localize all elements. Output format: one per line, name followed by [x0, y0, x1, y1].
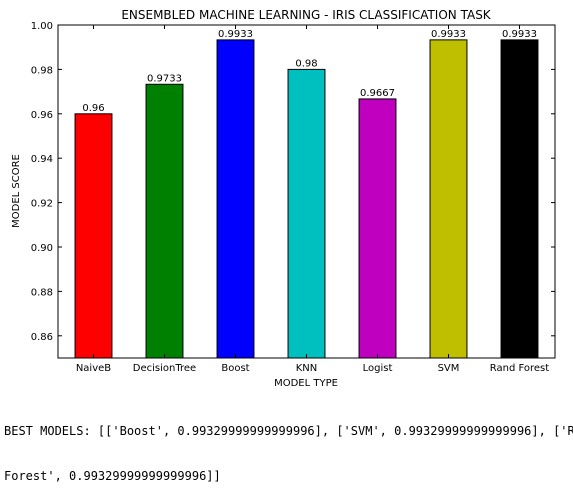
- bar-value-label: 0.98: [295, 58, 317, 69]
- bar: [500, 39, 539, 359]
- x-tick-label: KNN: [296, 363, 318, 374]
- bar-value-label: 0.9933: [218, 29, 253, 40]
- x-tick-label: Rand Forest: [490, 363, 549, 374]
- y-tick-label: 0.92: [31, 199, 53, 210]
- bar: [358, 98, 397, 359]
- x-tick-label: Boost: [221, 363, 249, 374]
- y-axis-label: MODEL SCORE: [11, 154, 22, 228]
- y-tick-label: 0.88: [31, 287, 53, 298]
- console-output: BEST MODELS: [['Boost', 0.99329999999999…: [4, 394, 573, 499]
- bar: [216, 39, 255, 359]
- bars-group: 0.96 0.9733 0.9933 0.98 0.9667 0.9933 0.9933: [74, 29, 539, 359]
- y-tick-label: 0.96: [31, 110, 53, 121]
- bar: [145, 83, 184, 359]
- bar: [429, 39, 468, 359]
- console-line-2: Forest', 0.99329999999999996]]: [4, 469, 221, 483]
- bar-value-label: 0.9733: [147, 73, 182, 84]
- bar-value-label: 0.9933: [431, 29, 466, 40]
- x-axis-label: MODEL TYPE: [274, 378, 338, 389]
- bar-value-label: 0.9667: [360, 88, 395, 99]
- bar-value-label: 0.96: [82, 103, 104, 114]
- x-tick-label: DecisionTree: [133, 363, 196, 374]
- bar: [287, 68, 326, 359]
- bar: [74, 113, 113, 359]
- bar-chart: ENSEMBLED MACHINE LEARNING - IRIS CLASSI…: [11, 8, 556, 389]
- y-tick-label: 1.00: [31, 21, 53, 32]
- y-axis-ticks: 0.86 0.88 0.90 0.92 0.94 0.96 0.98 1.00: [31, 21, 555, 343]
- bar-value-label: 0.9933: [502, 29, 537, 40]
- y-tick-label: 0.94: [31, 154, 53, 165]
- y-tick-label: 0.90: [31, 243, 53, 254]
- x-tick-label: Logist: [363, 363, 393, 374]
- x-tick-label: NaiveB: [76, 363, 111, 374]
- y-tick-label: 0.98: [31, 65, 53, 76]
- x-tick-label: SVM: [438, 363, 460, 374]
- console-line-1: BEST MODELS: [['Boost', 0.99329999999999…: [4, 424, 573, 438]
- chart-title: ENSEMBLED MACHINE LEARNING - IRIS CLASSI…: [121, 8, 491, 22]
- x-axis-ticks: NaiveB DecisionTree Boost KNN Logist SVM Rand …: [76, 25, 549, 374]
- y-tick-label: 0.86: [31, 332, 53, 343]
